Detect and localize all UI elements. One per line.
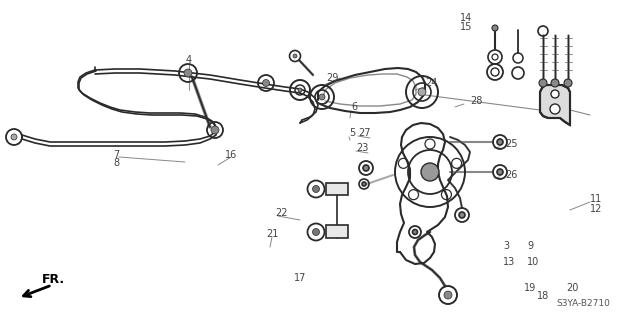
FancyBboxPatch shape	[326, 183, 348, 195]
Text: 28: 28	[470, 96, 483, 106]
Circle shape	[298, 88, 302, 92]
Text: 24: 24	[425, 78, 437, 88]
Text: 7: 7	[113, 150, 119, 160]
Circle shape	[421, 163, 439, 181]
Text: 15: 15	[460, 22, 472, 32]
Text: 9: 9	[527, 241, 533, 251]
Circle shape	[312, 228, 319, 236]
Text: 6: 6	[351, 102, 357, 112]
Text: 29: 29	[326, 73, 339, 83]
Text: 20: 20	[566, 283, 578, 293]
Circle shape	[497, 169, 503, 175]
Circle shape	[319, 94, 325, 100]
Text: 19: 19	[524, 283, 536, 293]
Circle shape	[293, 54, 297, 58]
FancyBboxPatch shape	[326, 225, 348, 238]
Circle shape	[564, 79, 572, 87]
Text: FR.: FR.	[42, 273, 65, 286]
Text: 26: 26	[505, 170, 517, 180]
Text: 27: 27	[358, 128, 371, 138]
Text: 21: 21	[266, 229, 278, 239]
Text: 25: 25	[505, 139, 518, 149]
Circle shape	[418, 88, 426, 96]
Circle shape	[211, 126, 219, 134]
Text: 4: 4	[186, 55, 192, 65]
Circle shape	[363, 165, 369, 171]
Circle shape	[11, 134, 17, 140]
Polygon shape	[540, 85, 570, 125]
Text: 22: 22	[275, 208, 287, 218]
Circle shape	[539, 79, 547, 87]
Circle shape	[362, 182, 366, 186]
Text: 10: 10	[527, 257, 540, 267]
Text: 16: 16	[225, 150, 237, 160]
Text: S3YA-B2710: S3YA-B2710	[556, 299, 610, 308]
Circle shape	[492, 25, 498, 31]
Text: 5: 5	[349, 128, 355, 138]
Text: 8: 8	[113, 158, 119, 168]
Circle shape	[262, 79, 269, 86]
Text: 17: 17	[294, 273, 306, 283]
Text: 18: 18	[537, 291, 549, 301]
Circle shape	[459, 212, 465, 218]
Circle shape	[551, 90, 559, 98]
Circle shape	[444, 291, 452, 299]
Circle shape	[497, 139, 503, 145]
Text: 12: 12	[590, 204, 602, 214]
Circle shape	[551, 79, 559, 87]
Text: 23: 23	[356, 143, 369, 153]
Circle shape	[184, 69, 192, 77]
Text: 11: 11	[590, 194, 602, 204]
Text: 3: 3	[503, 241, 509, 251]
Circle shape	[413, 229, 417, 235]
Circle shape	[312, 186, 319, 193]
Text: 14: 14	[460, 13, 472, 23]
Text: 13: 13	[503, 257, 515, 267]
Circle shape	[550, 104, 560, 114]
